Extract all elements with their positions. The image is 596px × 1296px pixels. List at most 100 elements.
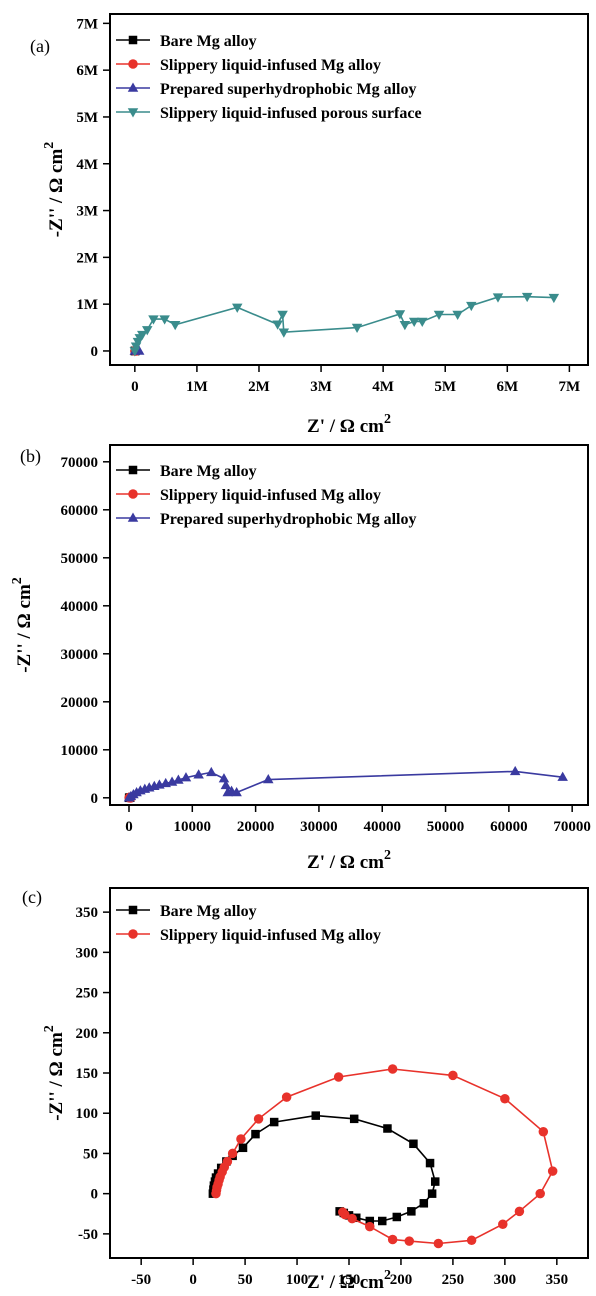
data-point xyxy=(557,771,568,781)
y-tick-label: 100 xyxy=(76,1106,99,1122)
y-tick-label: 10000 xyxy=(61,743,99,759)
y-tick-label: 70000 xyxy=(61,455,99,471)
y-axis-label: -Z'' / Ω cm2 xyxy=(42,142,67,238)
x-tick-label: 200 xyxy=(390,1272,413,1288)
x-axis-label-text: Z' / Ω cm xyxy=(307,1272,384,1293)
x-axis-label-superscript: 2 xyxy=(384,412,391,427)
x-tick-label: 3M xyxy=(310,379,332,395)
data-point xyxy=(466,301,477,312)
legend-entry: Prepared superhydrophobic Mg alloy xyxy=(160,511,416,528)
y-axis-label-text: -Z'' / Ω cm xyxy=(14,584,35,673)
data-point xyxy=(232,303,243,313)
legend-entry: Bare Mg alloy xyxy=(160,903,257,920)
data-point xyxy=(452,310,463,320)
panel-label: (b) xyxy=(20,446,41,467)
x-tick-label: 250 xyxy=(442,1272,465,1288)
y-tick-label: 5M xyxy=(76,110,98,126)
x-tick-label: 1M xyxy=(186,379,208,395)
data-point xyxy=(378,1216,387,1226)
x-tick-label: 30000 xyxy=(300,819,338,835)
series-superhydrophobic xyxy=(123,765,568,802)
data-point xyxy=(129,347,141,357)
y-tick-label: 4M xyxy=(76,157,98,173)
y-tick-label: 30000 xyxy=(61,647,99,663)
legend-entry: Prepared superhydrophobic Mg alloy xyxy=(160,81,416,98)
series-line xyxy=(212,1114,437,1222)
x-tick-label: -50 xyxy=(131,1272,151,1288)
x-tick-label: 70000 xyxy=(553,819,591,835)
legend: Bare Mg alloy Slippery liquid-infused Mg … xyxy=(116,33,422,122)
data-point xyxy=(365,1216,375,1226)
panel-label: (a) xyxy=(30,36,50,57)
data-point xyxy=(548,293,560,304)
legend-marker xyxy=(128,489,138,499)
data-point xyxy=(394,310,406,320)
x-axis-label: Z' / Ω cm2 xyxy=(307,1268,391,1293)
legend-entry: Bare Mg alloy xyxy=(160,33,257,50)
legend-entry: Slippery liquid-infused Mg alloy xyxy=(160,927,381,944)
y-tick-label: 50000 xyxy=(61,551,99,567)
legend: Bare Mg alloy Slippery liquid-infused Mg … xyxy=(116,463,416,528)
data-point xyxy=(347,1213,357,1224)
data-point xyxy=(514,1206,525,1217)
data-point xyxy=(238,1143,248,1153)
x-tick-label: 0 xyxy=(125,819,133,835)
y-tick-label: 0 xyxy=(91,1187,99,1203)
x-tick-label: 10000 xyxy=(174,819,212,835)
y-axis-label: -Z'' / Ω cm2 xyxy=(10,577,35,673)
x-tick-label: 7M xyxy=(559,379,581,395)
data-point xyxy=(222,1156,233,1167)
data-point xyxy=(137,330,148,341)
y-tick-label: 6M xyxy=(76,63,98,79)
x-tick-label: 40000 xyxy=(363,819,401,835)
x-tick-label: 20000 xyxy=(237,819,275,835)
y-tick-label: 150 xyxy=(76,1066,99,1082)
panel-c: (c) -50 0 50 100 150 200 250 300 350 -50 0 50 100 150 2… xyxy=(22,887,589,1293)
data-point xyxy=(409,1139,418,1149)
y-axis-label-text: -Z'' / Ω cm xyxy=(46,149,67,238)
y-tick-label: 60000 xyxy=(61,503,99,519)
y-tick-label: -50 xyxy=(78,1227,98,1243)
x-axis-label: Z' / Ω cm2 xyxy=(307,848,391,873)
legend-marker xyxy=(127,512,139,522)
y-tick-label: 1M xyxy=(76,297,98,313)
plot-frame xyxy=(109,444,589,806)
x-axis-label-superscript: 2 xyxy=(384,848,391,863)
data-point xyxy=(547,1166,558,1176)
plot-frame xyxy=(109,13,589,366)
x-tick-label: 0 xyxy=(131,379,139,395)
data-point xyxy=(492,293,504,303)
data-point xyxy=(333,1072,344,1082)
y-tick-label: 3M xyxy=(76,204,98,220)
y-axis-label-superscript: 2 xyxy=(42,1025,57,1032)
data-point xyxy=(419,1199,429,1208)
data-point xyxy=(430,1177,440,1186)
series-line xyxy=(128,770,563,799)
y-tick-label: 0 xyxy=(91,344,99,360)
y-axis-label-superscript: 2 xyxy=(42,142,57,149)
y-axis-label-text: -Z'' / Ω cm xyxy=(46,1032,67,1121)
data-point xyxy=(173,774,184,784)
x-tick-label: 6M xyxy=(496,379,518,395)
data-point xyxy=(425,1158,435,1168)
legend: Bare Mg alloy Slippery liquid-infused Mg … xyxy=(116,903,381,944)
y-tick-label: 0 xyxy=(91,791,99,807)
x-tick-label: 4M xyxy=(372,379,394,395)
data-point xyxy=(538,1126,549,1137)
legend-entry: Slippery liquid-infused porous surface xyxy=(160,105,422,122)
data-point xyxy=(169,321,181,331)
data-point xyxy=(311,1111,320,1120)
x-axis-label: Z' / Ω cm2 xyxy=(307,412,391,437)
data-point xyxy=(417,317,428,327)
series-bare xyxy=(208,1111,440,1226)
data-point xyxy=(272,320,283,330)
x-tick-label: 50 xyxy=(238,1272,253,1288)
data-point xyxy=(180,772,192,782)
data-point xyxy=(433,1238,444,1249)
data-point xyxy=(193,769,204,779)
data-point xyxy=(148,315,159,325)
data-point xyxy=(498,1219,508,1229)
data-point xyxy=(218,773,230,783)
x-tick-label: 0 xyxy=(189,1272,197,1288)
